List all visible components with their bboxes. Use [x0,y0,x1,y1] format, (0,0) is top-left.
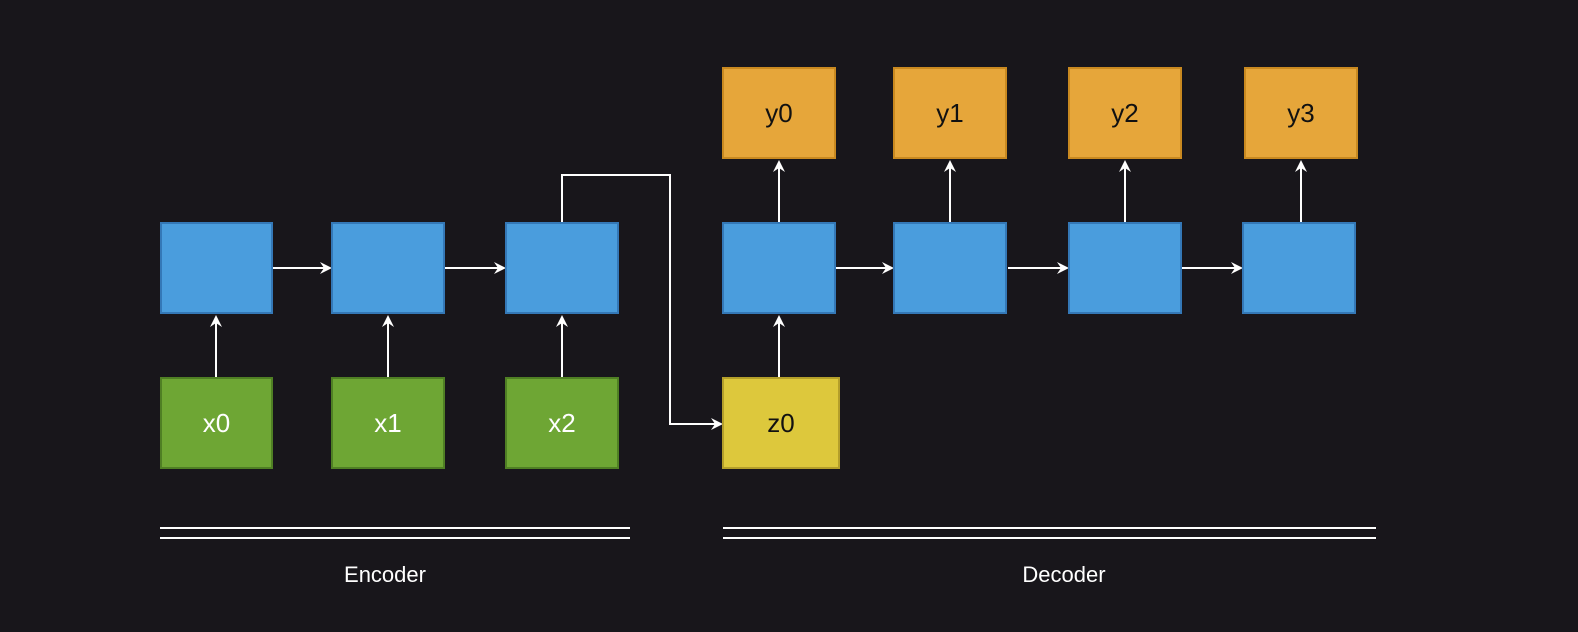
encoder-cell [160,222,273,314]
decoder-label: Decoder [1022,562,1106,587]
encoder-cell [331,222,445,314]
decoder-cell [893,222,1007,314]
encoder-label: Encoder [344,562,426,587]
encoder-input-x2: x2 [505,377,619,469]
encoder-cell [505,222,619,314]
decoder-output-y1: y1 [893,67,1007,159]
arrow-enc-cell-2-to-z0 [561,174,723,430]
encoder-input-x1: x1 [331,377,445,469]
decoder-cell [1068,222,1182,314]
decoder-output-y2: y2 [1068,67,1182,159]
decoder-cell [1242,222,1356,314]
latent-z0: z0 [722,377,840,469]
decoder-output-y0: y0 [722,67,836,159]
encoder-input-x0: x0 [160,377,273,469]
decoder-underline [723,527,1376,539]
decoder-output-y3: y3 [1244,67,1358,159]
decoder-cell [722,222,836,314]
encoder-underline [160,527,630,539]
